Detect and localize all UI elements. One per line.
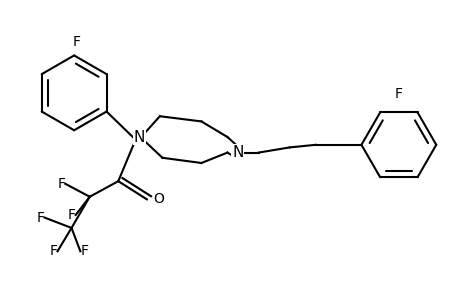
- Text: N: N: [133, 130, 145, 145]
- Text: F: F: [80, 244, 88, 258]
- Text: F: F: [73, 35, 80, 49]
- Text: F: F: [57, 177, 65, 191]
- Text: F: F: [67, 208, 75, 222]
- Text: O: O: [153, 192, 163, 206]
- Text: N: N: [232, 145, 243, 160]
- Text: F: F: [394, 87, 402, 101]
- Text: F: F: [36, 211, 44, 224]
- Text: F: F: [49, 244, 57, 258]
